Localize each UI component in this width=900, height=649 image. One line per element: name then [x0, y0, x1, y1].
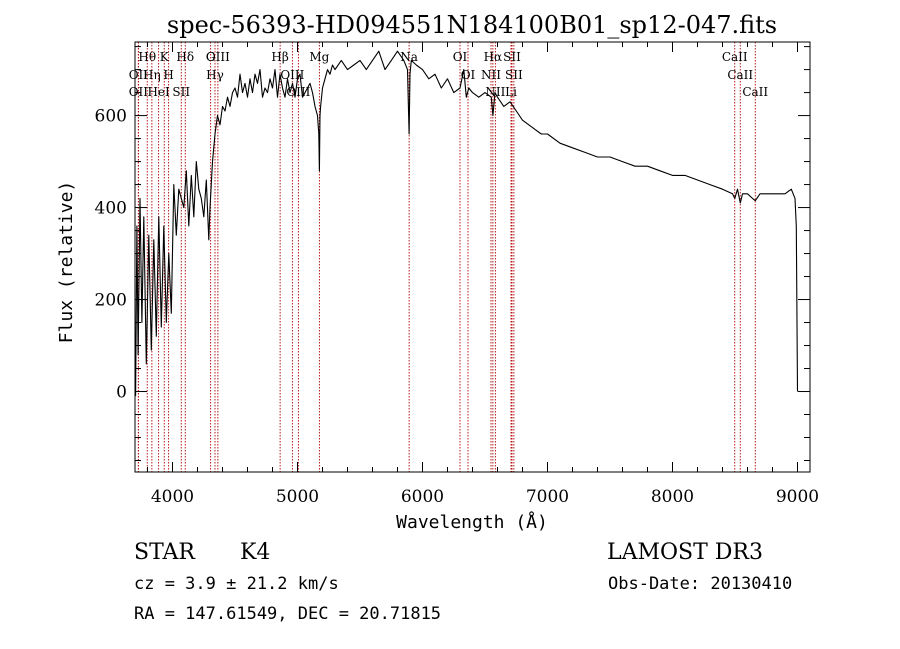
line-label: Li — [505, 85, 517, 99]
spectrum-series-line — [135, 50, 799, 397]
x-axis-label: Wavelength (Å) — [396, 511, 548, 533]
x-tick-label: 8000 — [651, 487, 694, 507]
redshift-cz: cz = 3.9 ± 21.2 km/s — [134, 574, 339, 594]
plot-frame — [134, 41, 811, 473]
coordinates: RA = 147.61549, DEC = 20.71815 — [134, 604, 442, 624]
x-tick-label: 7000 — [526, 487, 569, 507]
line-label: Hγ — [206, 68, 224, 82]
line-label: SII — [505, 68, 523, 82]
line-label: SII — [503, 50, 521, 64]
line-label: Hα — [484, 50, 503, 64]
line-label: OIII — [286, 85, 310, 99]
x-axis-ticks: 4000 5000 6000 7000 8000 9000 — [147, 42, 819, 507]
x-tick-label: 6000 — [401, 487, 444, 507]
line-label: Mg — [309, 50, 329, 64]
line-label: NII — [481, 68, 501, 82]
line-label: OII — [129, 85, 149, 99]
object-class: STAR — [134, 540, 195, 565]
x-tick-label: 5000 — [276, 487, 319, 507]
y-tick-label: 400 — [95, 199, 127, 219]
line-label: CaII — [727, 68, 753, 82]
line-label: G — [206, 50, 216, 64]
y-axis-label: Flux (relative) — [56, 181, 77, 344]
line-label: H — [163, 68, 173, 82]
object-subclass: K4 — [240, 540, 271, 565]
line-label: Hθ — [138, 50, 156, 64]
x-tick-label: 9000 — [776, 487, 819, 507]
line-label: OIII — [206, 50, 230, 64]
y-axis-ticks: 0 200 400 600 — [95, 46, 810, 462]
line-label: OII — [129, 68, 149, 82]
line-label: K — [160, 50, 170, 64]
y-tick-label: 600 — [95, 107, 127, 127]
line-label: OI — [453, 50, 468, 64]
line-label: NII — [485, 85, 505, 99]
spectral-line-markers — [137, 42, 756, 472]
line-label: Hβ — [271, 50, 288, 64]
x-tick-label: 4000 — [151, 487, 194, 507]
obs-date: Obs-Date: 20130410 — [608, 574, 793, 594]
line-label: OIII — [280, 68, 304, 82]
line-label: Hη — [143, 68, 161, 82]
line-label: HeI — [147, 85, 170, 99]
y-tick-label: 200 — [95, 291, 127, 311]
spectral-line-labels: Hθ OII OII KH HeI Hη Hδ SII OIII Hγ G Hβ OIII OIII Mg N… — [129, 50, 769, 99]
y-tick-label: 0 — [116, 383, 127, 403]
line-label: CaII — [742, 85, 768, 99]
survey-name: LAMOST DR3 — [607, 540, 763, 565]
line-label: Na — [400, 50, 418, 64]
line-label: SII — [172, 85, 190, 99]
chart-title: spec-56393-HD094551N184100B01_sp12-047.f… — [167, 11, 777, 39]
line-label: CaII — [722, 50, 748, 64]
line-label: Hδ — [176, 50, 194, 64]
spectrum-chart: spec-56393-HD094551N184100B01_sp12-047.f… — [56, 11, 819, 533]
